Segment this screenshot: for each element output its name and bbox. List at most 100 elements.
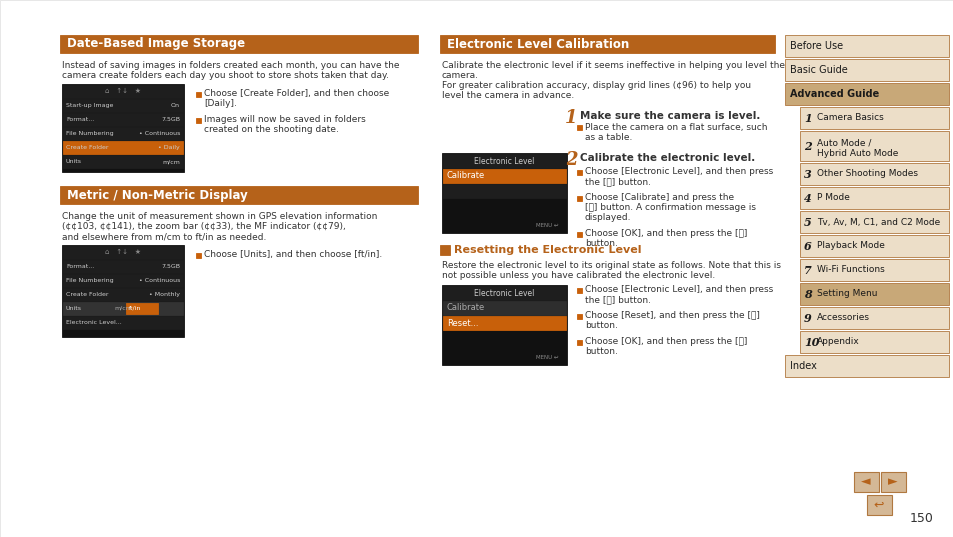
Bar (577, 170, 581, 175)
Bar (577, 196, 581, 201)
Bar (577, 314, 581, 319)
Bar (63, 260, 183, 273)
Text: Before Use: Before Use (789, 41, 842, 51)
Text: Restore the electronic level to its original state as follows. Note that this is: Restore the electronic level to its orig… (441, 261, 781, 270)
Bar (880, 472, 905, 492)
Text: Create Folder: Create Folder (66, 292, 109, 297)
Text: 9: 9 (803, 313, 811, 323)
Text: MENU ↩: MENU ↩ (536, 355, 558, 360)
Text: Choose [Units], and then choose [ft/in].: Choose [Units], and then choose [ft/in]. (204, 250, 382, 259)
Bar (577, 125, 581, 130)
Text: Appendix: Appendix (816, 337, 859, 346)
Text: Hybrid Auto Mode: Hybrid Auto Mode (816, 149, 898, 158)
Text: button.: button. (584, 321, 618, 330)
Bar (63, 316, 183, 329)
Text: Choose [Electronic Level], and then press: Choose [Electronic Level], and then pres… (584, 285, 773, 294)
Text: displayed.: displayed. (584, 213, 631, 222)
Text: ◄: ◄ (861, 475, 870, 489)
Text: ↩: ↩ (873, 498, 883, 512)
Bar (784, 355, 948, 377)
Bar (800, 307, 948, 329)
Bar (63, 274, 183, 287)
Text: Create Folder: Create Folder (66, 145, 109, 150)
Text: Date-Based Image Storage: Date-Based Image Storage (67, 38, 245, 50)
Text: Resetting the Electronic Level: Resetting the Electronic Level (454, 245, 640, 255)
Text: Camera Basics: Camera Basics (816, 113, 882, 122)
Text: ft/in: ft/in (129, 306, 141, 311)
Bar (62, 245, 184, 337)
Bar (126, 303, 158, 314)
Bar (866, 495, 891, 515)
Text: button.: button. (584, 347, 618, 356)
Text: Playback Mode: Playback Mode (816, 242, 884, 250)
Text: Electronic Level: Electronic Level (474, 288, 534, 297)
Text: Format...: Format... (66, 264, 94, 269)
Text: Electronic Level Calibration: Electronic Level Calibration (447, 38, 629, 50)
Bar (800, 131, 948, 161)
Text: 10: 10 (803, 337, 819, 347)
Text: On: On (171, 103, 180, 108)
Text: m/cm: m/cm (113, 306, 132, 311)
Text: 7: 7 (803, 265, 811, 275)
Text: [Ⓠ] button. A confirmation message is: [Ⓠ] button. A confirmation message is (584, 203, 755, 212)
Text: Electronic Level: Electronic Level (474, 156, 534, 165)
Text: 2: 2 (803, 141, 811, 151)
Text: Reset...: Reset... (447, 318, 478, 328)
Bar (63, 85, 183, 98)
Text: button.: button. (584, 239, 618, 248)
Text: For greater calibration accuracy, display grid lines (¢96) to help you: For greater calibration accuracy, displa… (441, 81, 750, 90)
Text: 1: 1 (803, 112, 811, 124)
Text: Start-up Image: Start-up Image (66, 103, 113, 108)
Text: Calibrate the electronic level if it seems ineffective in helping you level the: Calibrate the electronic level if it see… (441, 61, 784, 70)
Text: MENU ↩: MENU ↩ (536, 223, 558, 228)
Text: Tv, Av, M, C1, and C2 Mode: Tv, Av, M, C1, and C2 Mode (816, 217, 940, 227)
Text: Choose [Calibrate] and press the: Choose [Calibrate] and press the (584, 193, 734, 202)
Text: • Daily: • Daily (158, 145, 180, 150)
Text: as a table.: as a table. (584, 133, 632, 142)
Bar (63, 155, 183, 168)
Bar (800, 107, 948, 129)
Bar (800, 283, 948, 305)
Text: 8: 8 (803, 288, 811, 300)
Text: Metric / Non-Metric Display: Metric / Non-Metric Display (67, 188, 248, 201)
Text: Advanced Guide: Advanced Guide (789, 89, 879, 99)
Text: 5: 5 (803, 216, 811, 228)
Bar (439, 245, 450, 255)
Bar (195, 118, 201, 123)
Text: 6: 6 (803, 241, 811, 251)
Bar (63, 302, 183, 315)
Text: ⌂   ↑↓   ★: ⌂ ↑↓ ★ (105, 249, 141, 255)
Bar (442, 184, 565, 198)
Bar (577, 288, 581, 293)
Text: [Daily].: [Daily]. (204, 99, 236, 108)
Bar (442, 301, 565, 315)
Text: Auto Mode /: Auto Mode / (816, 139, 870, 148)
Text: Choose [OK], and then press the [Ⓠ]: Choose [OK], and then press the [Ⓠ] (584, 229, 746, 238)
Bar (784, 35, 948, 57)
Text: 3: 3 (803, 169, 811, 179)
Text: 7.5GB: 7.5GB (161, 117, 180, 122)
Text: • Continuous: • Continuous (138, 278, 180, 283)
Bar (63, 113, 183, 126)
Bar (60, 35, 417, 53)
Text: Choose [Reset], and then press the [Ⓠ]: Choose [Reset], and then press the [Ⓠ] (584, 311, 760, 320)
Text: Change the unit of measurement shown in GPS elevation information: Change the unit of measurement shown in … (62, 212, 377, 221)
Bar (63, 246, 183, 259)
Text: ►: ► (887, 475, 897, 489)
Bar (63, 288, 183, 301)
Bar (800, 259, 948, 281)
Text: camera create folders each day you shoot to store shots taken that day.: camera create folders each day you shoot… (62, 71, 389, 80)
Text: Basic Guide: Basic Guide (789, 65, 847, 75)
Bar (195, 92, 201, 97)
Text: 7.5GB: 7.5GB (161, 264, 180, 269)
Text: Electronic Level...: Electronic Level... (66, 320, 122, 325)
Text: • Continuous: • Continuous (138, 131, 180, 136)
Text: Make sure the camera is level.: Make sure the camera is level. (579, 111, 760, 121)
Bar (441, 153, 566, 233)
Bar (63, 141, 183, 154)
Text: created on the shooting date.: created on the shooting date. (204, 125, 338, 134)
Bar (800, 163, 948, 185)
Text: Instead of saving images in folders created each month, you can have the: Instead of saving images in folders crea… (62, 61, 399, 70)
Text: 2: 2 (564, 151, 577, 169)
Bar (442, 169, 565, 183)
